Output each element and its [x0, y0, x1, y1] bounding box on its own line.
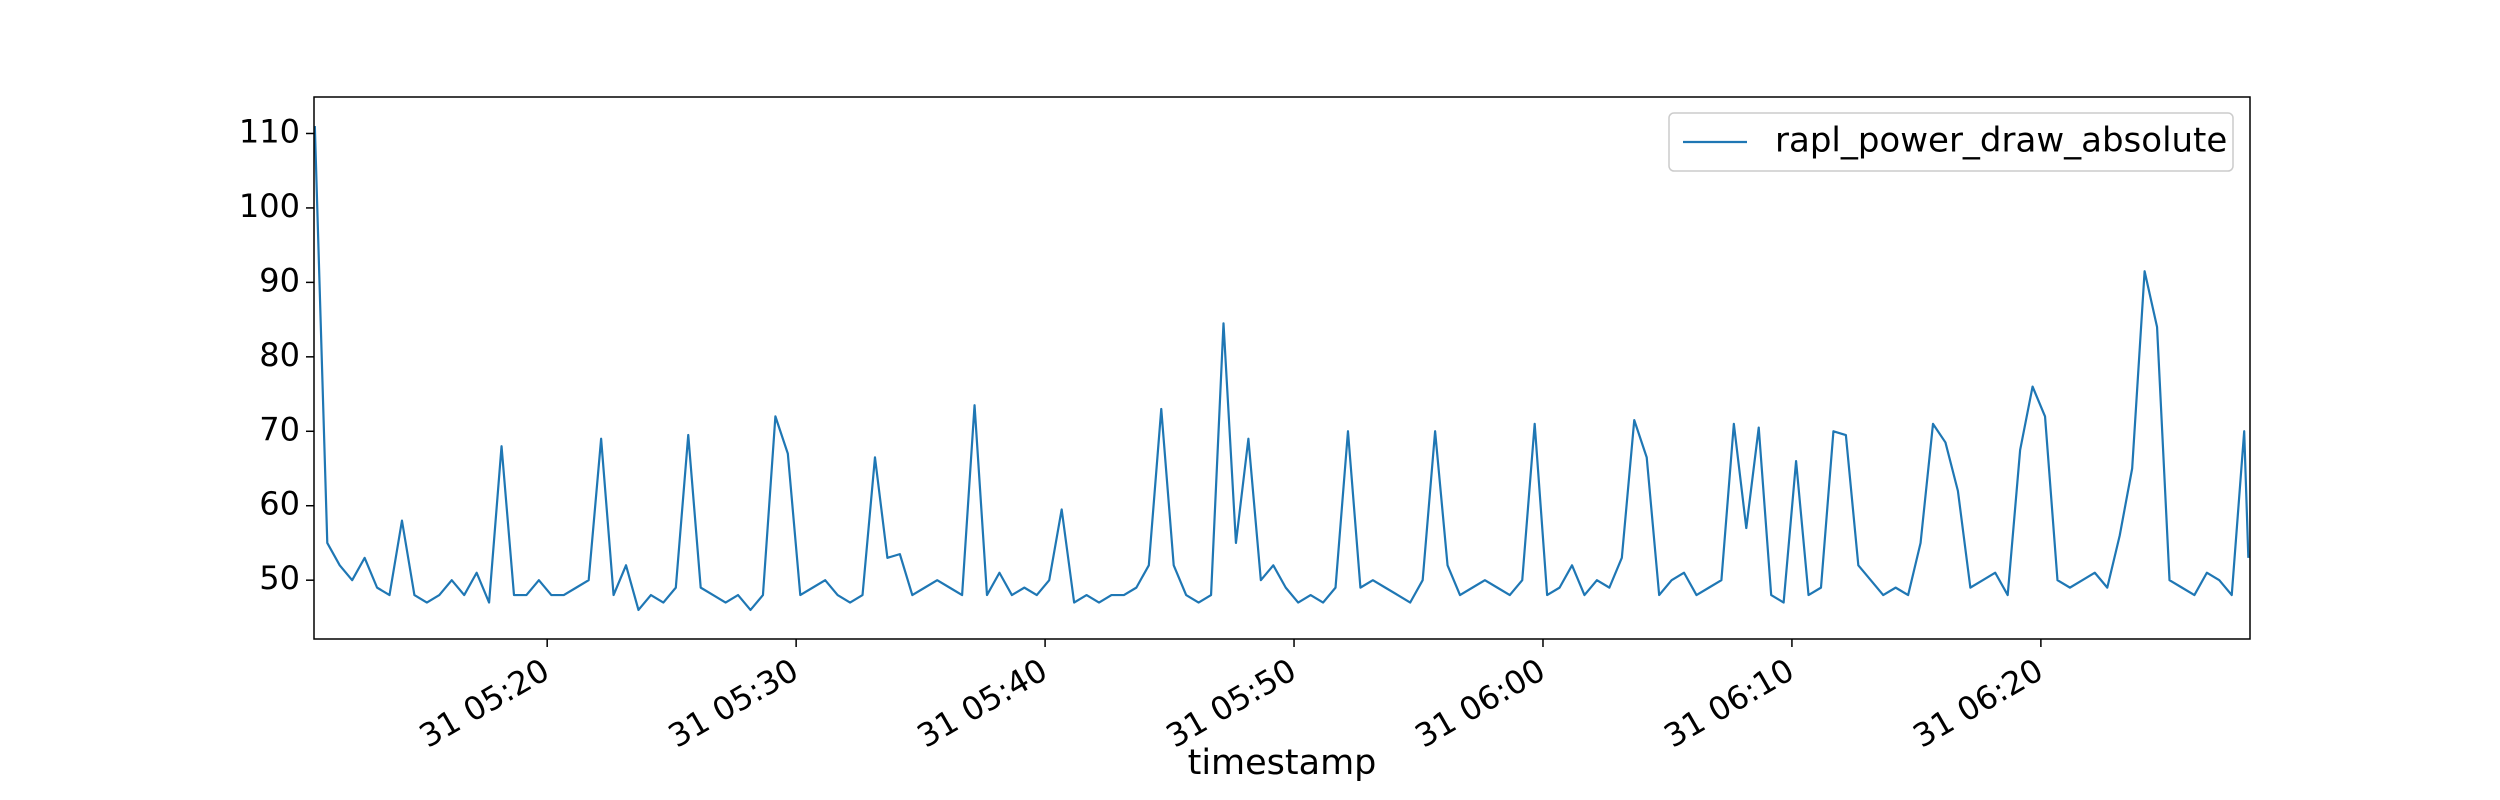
data-line — [314, 126, 2250, 612]
y-tick-label: 70 — [259, 410, 300, 448]
x-tick-label: 31 05:50 — [1160, 651, 1303, 755]
x-tick-label: 31 05:20 — [413, 651, 556, 755]
y-tick-label: 50 — [259, 559, 300, 597]
x-tick-label: 31 06:00 — [1409, 651, 1552, 755]
x-tick-label: 31 05:30 — [662, 651, 805, 755]
y-tick-label: 60 — [259, 485, 300, 523]
y-tick-label: 80 — [259, 336, 300, 374]
legend-label: rapl_power_draw_absolute — [1775, 121, 2227, 161]
plot-frame — [313, 96, 2251, 640]
y-tick-label: 100 — [239, 187, 300, 225]
x-axis-label: timestamp — [1188, 743, 1377, 783]
legend-box — [1668, 112, 2234, 172]
x-tick-label: 31 05:40 — [911, 651, 1054, 755]
y-tick-label: 90 — [259, 261, 300, 299]
x-tick-label: 31 06:10 — [1657, 651, 1800, 755]
y-tick-label: 110 — [239, 112, 300, 150]
x-tick-label: 31 06:20 — [1906, 651, 2049, 755]
